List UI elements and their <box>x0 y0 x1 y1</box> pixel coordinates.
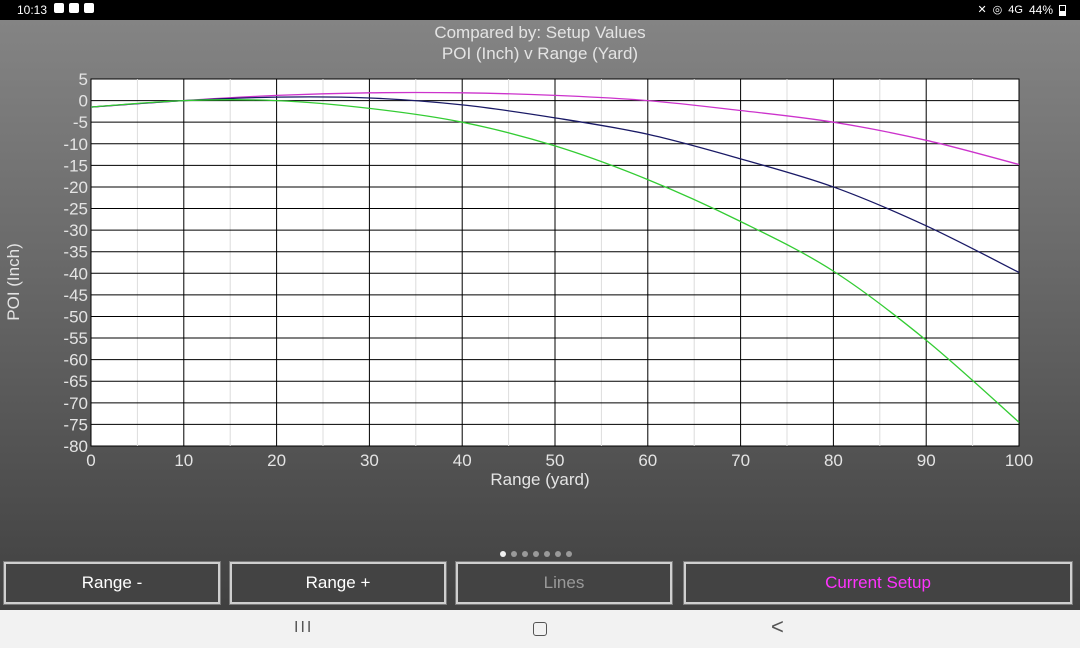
y-tick-label: -35 <box>63 243 88 262</box>
trajectory-chart[interactable]: Compared by: Setup Values POI (Inch) v R… <box>0 20 1080 540</box>
series-line-1 <box>90 91 1020 166</box>
status-time: 10:13 <box>17 3 48 17</box>
lines-button[interactable]: Lines <box>455 561 673 605</box>
page-dot[interactable] <box>544 551 550 557</box>
x-tick-label: 70 <box>731 451 750 470</box>
current-setup-button[interactable]: Current Setup <box>683 561 1073 605</box>
x-tick-label: 10 <box>174 451 193 470</box>
signal-4g-icon: 4G <box>1008 4 1023 16</box>
y-tick-label: -75 <box>63 415 88 434</box>
y-tick-label: -45 <box>63 286 88 305</box>
page-dot[interactable] <box>522 551 528 557</box>
y-tick-label: 0 <box>79 92 88 111</box>
page-dot[interactable] <box>500 551 506 557</box>
range-plus-button[interactable]: Range + <box>229 561 447 605</box>
y-axis-label: POI (Inch) <box>4 243 23 320</box>
chart-subtitle: POI (Inch) v Range (Yard) <box>442 44 638 63</box>
hotspot-icon: ◎ <box>992 4 1003 16</box>
check-icon <box>84 3 94 13</box>
back-button[interactable]: < <box>771 614 784 639</box>
grid <box>91 79 1019 446</box>
y-tick-label: -20 <box>63 178 88 197</box>
x-tick-label: 40 <box>453 451 472 470</box>
home-button[interactable] <box>533 622 547 636</box>
x-tick-label: 20 <box>267 451 286 470</box>
x-tick-label: 80 <box>824 451 843 470</box>
x-tick-label: 60 <box>638 451 657 470</box>
battery-icon <box>1059 4 1066 16</box>
y-axis-ticks: 5 0 -5 -10 -15 -20 -25 -30 -35 -40 -45 -50 -55 -60 -65… <box>63 70 88 456</box>
y-tick-label: 5 <box>79 70 88 89</box>
x-tick-label: 0 <box>86 451 95 470</box>
status-bar: 10:13 ✕ ◎ 4G 44% <box>0 0 1080 20</box>
y-tick-label: -55 <box>63 329 88 348</box>
page-dot[interactable] <box>511 551 517 557</box>
series-layer <box>90 91 1020 423</box>
page-dot[interactable] <box>555 551 561 557</box>
x-tick-label: 90 <box>917 451 936 470</box>
y-tick-label: -40 <box>63 264 88 283</box>
bag-icon <box>69 3 79 13</box>
y-tick-label: -70 <box>63 394 88 413</box>
y-tick-label: -65 <box>63 372 88 391</box>
mail-icon <box>54 3 64 13</box>
recent-apps-button[interactable]: III <box>294 619 314 636</box>
y-tick-label: -5 <box>73 113 88 132</box>
system-nav-bar: III < <box>0 610 1080 648</box>
y-tick-label: -10 <box>63 135 88 154</box>
status-right: ✕ ◎ 4G 44% <box>977 3 1066 17</box>
button-bar: Range - Range + Lines Current Setup <box>0 561 1080 608</box>
page-dot[interactable] <box>566 551 572 557</box>
x-axis-label: Range (yard) <box>490 470 589 489</box>
chart-title: Compared by: Setup Values <box>434 23 645 42</box>
x-tick-label: 100 <box>1005 451 1033 470</box>
y-tick-label: -25 <box>63 200 88 219</box>
battery-percent: 44% <box>1028 3 1053 17</box>
x-axis-ticks: 0 10 20 30 40 50 60 70 80 90 100 <box>86 451 1033 470</box>
y-tick-label: -80 <box>63 437 88 456</box>
y-tick-label: -50 <box>63 307 88 326</box>
series-line-3 <box>90 99 1020 423</box>
x-tick-label: 30 <box>360 451 379 470</box>
page-indicator <box>500 551 572 557</box>
main-area: Compared by: Setup Values POI (Inch) v R… <box>0 20 1080 610</box>
y-tick-label: -30 <box>63 221 88 240</box>
notification-icons <box>54 3 94 13</box>
page-dot[interactable] <box>533 551 539 557</box>
series-line-2 <box>90 96 1020 274</box>
y-tick-label: -60 <box>63 351 88 370</box>
y-tick-label: -15 <box>63 156 88 175</box>
mute-icon: ✕ <box>977 4 987 16</box>
x-tick-label: 50 <box>546 451 565 470</box>
range-minus-button[interactable]: Range - <box>3 561 221 605</box>
